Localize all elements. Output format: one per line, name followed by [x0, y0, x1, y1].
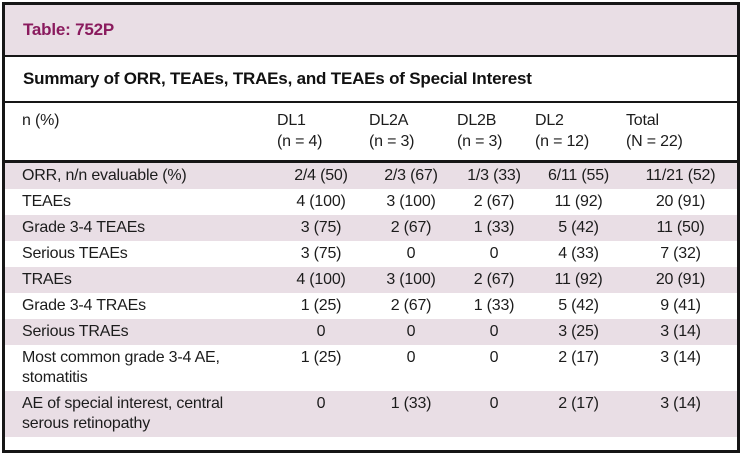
table-tag-band: Table: 752P: [5, 5, 737, 57]
row-label: Serious TRAEs: [22, 323, 129, 340]
cell-value: 1 (33): [473, 219, 515, 236]
column-header-dl2: DL2 (n = 12): [533, 110, 624, 152]
row-label: Most common grade 3-4 AE, stomatitis: [22, 349, 220, 386]
cell-value: 2 (17): [558, 349, 599, 366]
row-label: ORR, n/n evaluable (%): [22, 167, 187, 184]
cell-value: 2 (67): [390, 297, 432, 314]
row-label: TEAEs: [22, 193, 71, 210]
column-header-n: (n = 3): [369, 133, 415, 150]
table-row: TEAEs 4 (100) 3 (100) 2 (67) 11 (92) 20 (91): [5, 189, 737, 215]
cell-value: 2/3 (67): [384, 167, 438, 184]
cell-value: 11 (92): [554, 193, 603, 210]
column-header-label: DL2B: [457, 112, 497, 129]
table-row: Grade 3-4 TRAEs 1 (25) 2 (67) 1 (33) 5 (42) 9…: [5, 293, 737, 319]
cell-value: 0: [489, 395, 499, 412]
cell-value: 4 (33): [558, 245, 599, 262]
cell-value: 20 (91): [655, 271, 706, 288]
column-header-n: (n = 12): [535, 133, 589, 150]
cell-value: 11 (50): [656, 219, 705, 236]
table-row: Grade 3-4 TEAEs 3 (75) 2 (67) 1 (33) 5 (42) 1…: [5, 215, 737, 241]
cell-value: 3 (100): [386, 271, 436, 288]
cell-value: 5 (42): [558, 297, 599, 314]
table-row: Most common grade 3-4 AE, stomatitis 1 (2…: [5, 345, 737, 391]
cell-value: 9 (41): [660, 297, 701, 314]
cell-value: 3 (14): [660, 323, 701, 340]
table-subtitle-band: Summary of ORR, TEAEs, TRAEs, and TEAEs …: [5, 57, 737, 103]
cell-value: 20 (91): [655, 193, 706, 210]
cell-value: 2/4 (50): [294, 167, 348, 184]
column-header-dl2a: DL2A (n = 3): [367, 110, 455, 152]
cell-value: 3 (25): [558, 323, 599, 340]
column-header-dl2b: DL2B (n = 3): [455, 110, 533, 152]
cell-value: 1 (33): [390, 395, 432, 412]
cell-value: 0: [489, 349, 499, 366]
table-row: TRAEs 4 (100) 3 (100) 2 (67) 11 (92) 20 (91): [5, 267, 737, 293]
cell-value: 0: [406, 323, 416, 340]
cell-value: 3 (75): [300, 219, 342, 236]
table-row: Serious TEAEs 3 (75) 0 0 4 (33) 7 (32): [5, 241, 737, 267]
table-row: ORR, n/n evaluable (%) 2/4 (50) 2/3 (67) 1/…: [5, 163, 737, 189]
cell-value: 2 (67): [473, 271, 515, 288]
row-label: Serious TEAEs: [22, 245, 128, 262]
column-header-n: (n = 3): [457, 133, 503, 150]
cell-value: 2 (67): [473, 193, 515, 210]
cell-value: 5 (42): [558, 219, 599, 236]
column-header-label: DL2: [535, 112, 564, 129]
cell-value: 3 (14): [660, 395, 701, 412]
cell-value: 0: [489, 245, 499, 262]
table-row: AE of special interest, central serous r…: [5, 391, 737, 437]
cell-value: 7 (32): [660, 245, 701, 262]
row-label: TRAEs: [22, 271, 72, 288]
cell-value: 0: [316, 323, 326, 340]
cell-value: 4 (100): [296, 193, 346, 210]
column-header-total: Total (N = 22): [624, 110, 737, 152]
cell-value: 0: [489, 323, 499, 340]
cell-value: 2 (67): [390, 219, 432, 236]
cell-value: 0: [406, 349, 416, 366]
column-header-label: DL1: [277, 112, 306, 129]
column-header-stub: n (%): [5, 110, 275, 152]
table-row: Serious TRAEs 0 0 0 3 (25) 3 (14): [5, 319, 737, 345]
table-tag: Table: 752P: [23, 20, 115, 39]
cell-value: 1 (25): [300, 297, 342, 314]
cell-value: 3 (100): [386, 193, 436, 210]
column-header-n: (N = 22): [626, 133, 683, 150]
cell-value: 1 (25): [300, 349, 342, 366]
cell-value: 1/3 (33): [467, 167, 521, 184]
column-header-label: n (%): [22, 112, 60, 129]
column-header-n: (n = 4): [277, 133, 323, 150]
row-label: Grade 3-4 TEAEs: [22, 219, 145, 236]
cell-value: 6/11 (55): [547, 167, 610, 184]
column-header-dl1: DL1 (n = 4): [275, 110, 367, 152]
column-header-label: Total: [626, 112, 659, 129]
cell-value: 0: [316, 395, 326, 412]
cell-value: 0: [406, 245, 416, 262]
cell-value: 3 (14): [660, 349, 701, 366]
column-header-row: n (%) DL1 (n = 4) DL2A (n = 3) DL2B (n = 3) DL2…: [5, 103, 737, 163]
column-header-label: DL2A: [369, 112, 409, 129]
table-body: ORR, n/n evaluable (%) 2/4 (50) 2/3 (67) 1/…: [5, 163, 737, 437]
table-subtitle: Summary of ORR, TEAEs, TRAEs, and TEAEs …: [23, 69, 532, 88]
row-label: AE of special interest, central serous r…: [22, 395, 224, 432]
cell-value: 2 (17): [558, 395, 599, 412]
cell-value: 4 (100): [296, 271, 346, 288]
cell-value: 11 (92): [554, 271, 603, 288]
cell-value: 3 (75): [300, 245, 342, 262]
cell-value: 11/21 (52): [645, 167, 716, 184]
cell-value: 1 (33): [473, 297, 515, 314]
row-label: Grade 3-4 TRAEs: [22, 297, 146, 314]
